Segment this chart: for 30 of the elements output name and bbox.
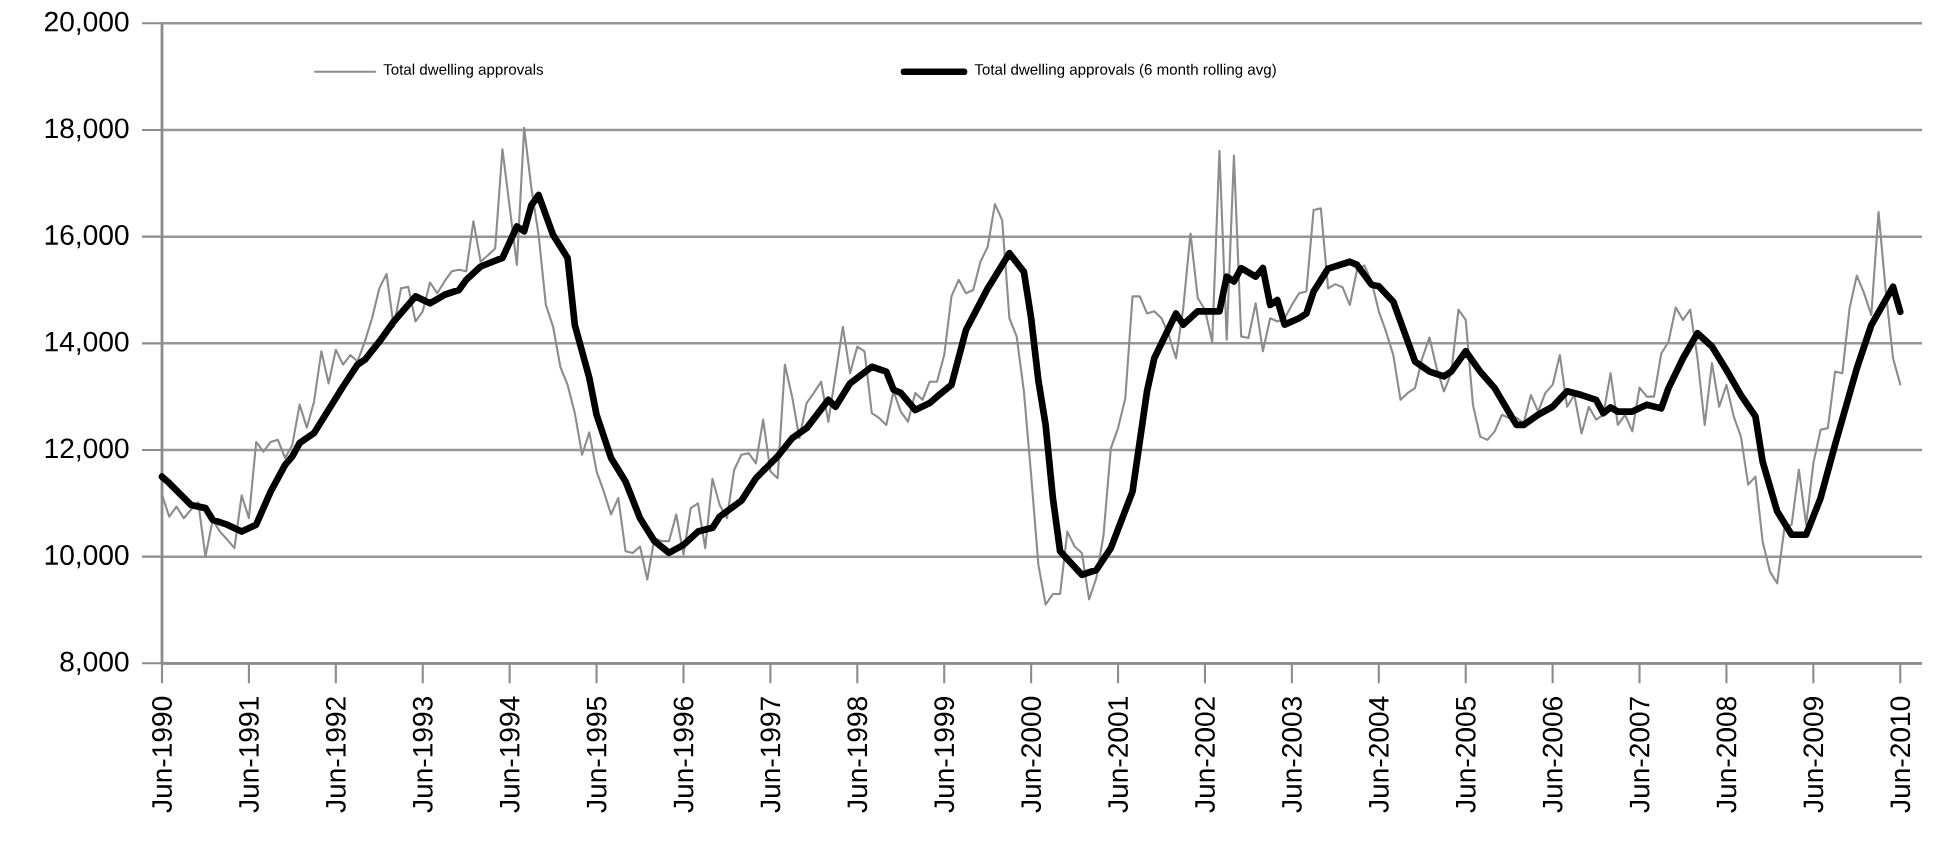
x-tick-label: Jun-2008 (1716, 696, 1737, 813)
y-tick-label: 10,000 (45, 544, 129, 569)
legend-label: Total dwelling approvals (383, 63, 544, 78)
y-tick-label: 8,000 (60, 651, 129, 675)
x-tick-label: Jun-2006 (1542, 696, 1563, 813)
x-tick-label: Jun-2000 (1021, 696, 1042, 813)
x-tick-label: Jun-1993 (412, 696, 433, 813)
y-tick-label: 14,000 (45, 331, 129, 355)
y-tick-label: 16,000 (45, 224, 129, 249)
x-tick-label: Jun-2009 (1803, 696, 1824, 813)
x-tick-label: Jun-2003 (1281, 696, 1302, 813)
x-tick-label: Jun-2010 (1890, 696, 1911, 813)
y-tick-label: 18,000 (45, 118, 129, 142)
x-tick-label: Jun-2001 (1108, 696, 1129, 813)
x-tick-label: Jun-1994 (499, 696, 520, 813)
x-tick-label: Jun-1995 (586, 696, 607, 813)
legend-label: Total dwelling approvals (6 month rolling avg) (974, 63, 1276, 78)
x-tick-label: Jun-2004 (1368, 696, 1389, 813)
x-tick-label: Jun-1999 (934, 696, 955, 813)
x-tick-label: Jun-2002 (1195, 697, 1215, 813)
x-tick-label: Jun-1990 (152, 696, 172, 813)
x-tick-label: Jun-1996 (673, 696, 694, 813)
x-tick-label: Jun-1991 (238, 696, 259, 813)
x-tick-label: Jun-1997 (760, 697, 781, 813)
x-tick-label: Jun-1998 (847, 696, 868, 813)
y-tick-label: 12,000 (45, 438, 129, 462)
x-tick-label: Jun-2007 (1629, 697, 1650, 813)
x-tick-label: Jun-2005 (1455, 696, 1476, 813)
x-tick-label: Jun-1992 (325, 697, 346, 813)
y-tick-label: 20,000 (45, 11, 129, 35)
